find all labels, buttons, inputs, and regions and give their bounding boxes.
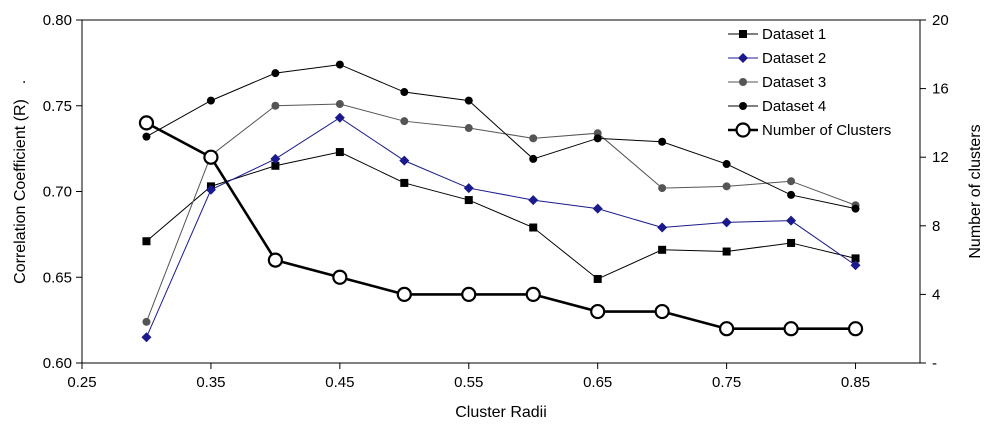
series-5-point — [719, 321, 735, 337]
legend-label-2: Dataset 2 — [762, 50, 826, 67]
series-4-point — [206, 96, 215, 105]
y2-tick-label: 8 — [932, 218, 940, 235]
series-2-point — [528, 195, 539, 206]
legend-marker-1 — [739, 30, 747, 38]
series-5-point — [590, 303, 606, 320]
series-line-3 — [145, 103, 856, 323]
series-1-point — [787, 238, 796, 247]
series-2-point — [657, 222, 668, 233]
series-4-point — [464, 96, 473, 105]
x-axis-title: Cluster Radii — [455, 404, 547, 421]
y-axis-title-suffix: . — [12, 80, 29, 84]
series-3-point — [658, 184, 667, 193]
series-5-point — [396, 286, 412, 302]
series-4-point — [529, 154, 538, 163]
series-1-point — [400, 178, 409, 187]
y-axis-title: Correlation Coefficient (R) — [12, 99, 29, 284]
legend-marker-3 — [739, 78, 747, 86]
x-tick-label: 0.65 — [583, 374, 612, 391]
series-line-1 — [146, 151, 856, 280]
series-5-point — [461, 286, 477, 302]
series-3-point — [787, 177, 796, 186]
y-tick-label: 0.60 — [43, 355, 72, 372]
series-3-point — [271, 101, 280, 110]
series-5-point — [332, 269, 348, 285]
series-4-point — [658, 137, 667, 146]
x-tick-label: 0.35 — [196, 374, 225, 391]
series-5-point — [654, 303, 670, 320]
series-4-point — [271, 69, 280, 78]
series-2-point — [463, 183, 474, 194]
y2-tick-label: 4 — [932, 286, 940, 303]
legend-label-1: Dataset 1 — [762, 26, 826, 43]
series-3-point — [400, 117, 409, 126]
series-5-point — [525, 286, 541, 302]
series-3-point — [529, 134, 538, 143]
y-tick-label: 0.80 — [43, 12, 72, 29]
series-1-point — [142, 237, 151, 246]
series-2-point — [205, 184, 216, 195]
series-4-point — [335, 60, 344, 69]
legend-marker-5 — [735, 122, 751, 138]
series-2-point — [786, 215, 797, 226]
series-4-point — [400, 88, 409, 97]
series-5-point — [847, 321, 864, 337]
x-tick-label: 0.45 — [325, 374, 354, 391]
series-1-point — [851, 254, 860, 263]
series-4-point — [722, 160, 731, 169]
legend-label-3: Dataset 3 — [762, 74, 826, 91]
legend-marker-2 — [738, 53, 748, 63]
series-line-4 — [146, 64, 856, 210]
x-tick-label: 0.55 — [454, 374, 483, 391]
series-1-point — [464, 196, 473, 205]
series-4-point — [593, 134, 602, 143]
series-2-point — [850, 260, 861, 271]
y-tick-label: 0.65 — [43, 269, 72, 286]
y2-tick-label: - — [932, 355, 937, 372]
series-5-point — [267, 252, 283, 268]
x-tick-label: 0.25 — [67, 374, 96, 391]
series-1-point — [593, 274, 602, 283]
y-tick-label: 0.70 — [43, 184, 72, 201]
y2-axis-title: Number of clusters — [967, 124, 984, 258]
series-2-point — [721, 217, 732, 228]
series-3-point — [142, 317, 151, 326]
legend-label-4: Dataset 4 — [762, 98, 826, 115]
y-tick-label: 0.75 — [43, 98, 72, 115]
series-line-5 — [145, 121, 856, 331]
series-5-point — [138, 115, 155, 131]
y2-tick-label: 20 — [932, 12, 949, 29]
series-2-point — [399, 155, 410, 166]
x-tick-label: 0.85 — [841, 374, 870, 391]
series-2-point — [270, 153, 281, 164]
series-5-point — [783, 321, 799, 337]
series-5-point — [203, 149, 219, 165]
series-1-point — [335, 148, 344, 157]
series-1-point — [658, 245, 667, 254]
series-3-point — [335, 100, 344, 109]
y2-tick-label: 16 — [932, 81, 949, 98]
series-4-point — [787, 190, 796, 199]
series-2-point — [141, 332, 152, 343]
x-tick-label: 0.75 — [712, 374, 741, 391]
series-1-point — [271, 161, 280, 170]
series-1-point — [722, 247, 731, 256]
series-4-point — [142, 132, 151, 141]
series-3-point — [722, 182, 731, 191]
y2-tick-label: 12 — [932, 149, 949, 166]
series-line-2 — [146, 117, 856, 338]
series-2-point — [334, 112, 345, 123]
series-3-point — [464, 124, 473, 133]
series-1-point — [529, 223, 538, 232]
series-4-point — [851, 204, 860, 213]
legend-marker-4 — [739, 102, 747, 110]
legend-label-5: Number of Clusters — [762, 122, 891, 139]
series-2-point — [592, 203, 603, 214]
